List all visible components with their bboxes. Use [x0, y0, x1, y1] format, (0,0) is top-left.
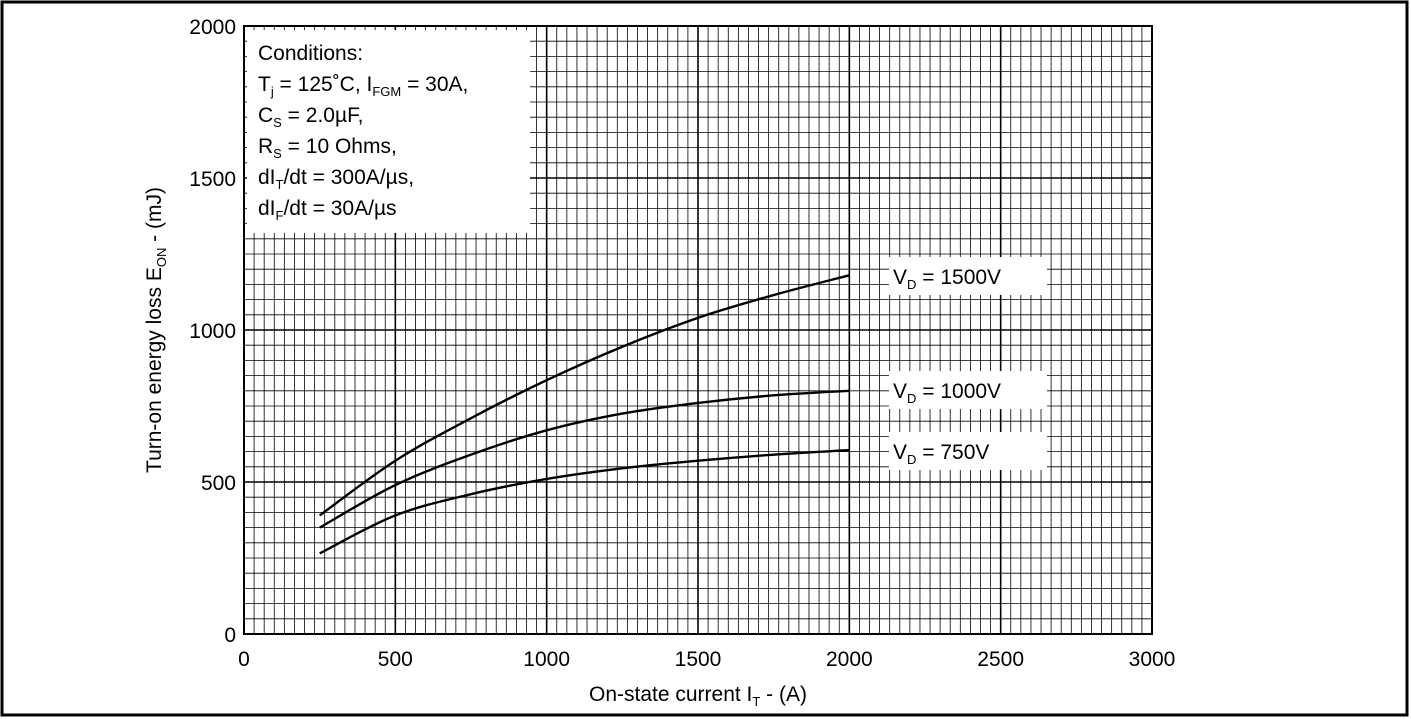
conditions-line: RS = 10 Ohms, — [258, 135, 397, 161]
series-label: VD = 1500V — [893, 266, 1001, 292]
y-tick-label: 500 — [201, 472, 236, 495]
x-tick-label: 1500 — [675, 648, 722, 671]
series-label-background — [889, 432, 1047, 470]
conditions-background — [247, 30, 530, 233]
x-tick-label: 3000 — [1129, 648, 1176, 671]
series-label: VD = 750V — [893, 441, 989, 467]
x-tick-label: 500 — [378, 648, 413, 671]
y-tick-label: 1500 — [189, 168, 236, 191]
conditions-line: dIF/dt = 30A/µs — [258, 197, 397, 223]
x-tick-label: 0 — [238, 648, 250, 671]
y-tick-label: 1000 — [189, 320, 236, 343]
series-line — [318, 274, 850, 517]
x-tick-label: 1000 — [523, 648, 570, 671]
tick-labels: 0 500 1000 1500 2000 2500 3000 0 500 1000 1500 2000 — [189, 16, 1175, 671]
series-label-background — [889, 257, 1047, 295]
y-axis-label: Turn-on energy loss EON - (mJ) — [143, 187, 169, 473]
conditions-line: Conditions: — [258, 42, 363, 65]
series-label-background — [889, 371, 1047, 409]
series-line — [319, 448, 850, 555]
conditions-line: CS = 2.0µF, — [258, 104, 363, 130]
series-line — [319, 389, 850, 529]
conditions-line: dIT/dt = 300A/µs, — [258, 166, 414, 192]
series-group: VD = 1500V VD = 1000V VD = 750V — [318, 257, 1047, 555]
conditions-box: Conditions: Tj = 125˚C, IFGM = 30A, CS = 2… — [247, 30, 530, 233]
axis-labels: On-state current IT - (A) Turn-on energy … — [143, 187, 807, 709]
plot-area-border — [243, 25, 1153, 635]
x-tick-label: 2000 — [826, 648, 873, 671]
y-tick-label: 2000 — [189, 16, 236, 39]
x-tick-label: 2500 — [977, 648, 1024, 671]
x-axis-label: On-state current IT - (A) — [589, 683, 807, 709]
series-label: VD = 1000V — [893, 380, 1001, 406]
y-tick-label: 0 — [224, 624, 236, 647]
conditions-line: Tj = 125˚C, IFGM = 30A, — [258, 73, 468, 99]
